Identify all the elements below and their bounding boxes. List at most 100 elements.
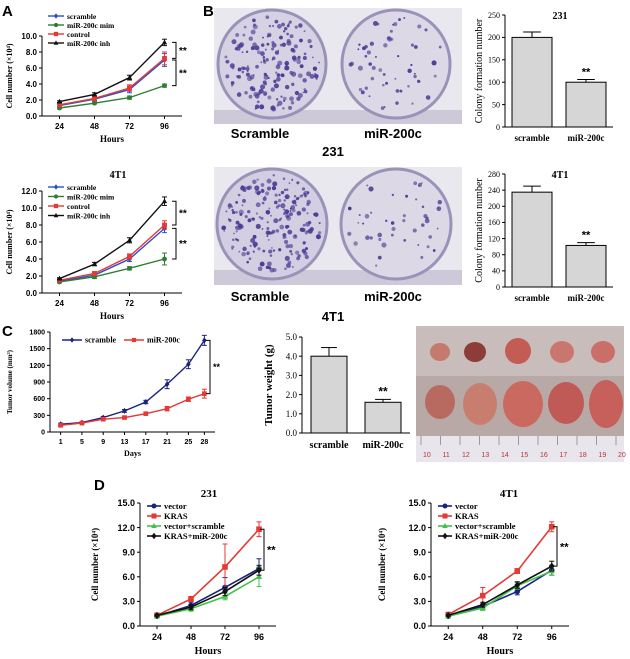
b2-scramble-colony	[259, 261, 265, 267]
b1-scramble-colony	[236, 92, 242, 97]
b2-scramble-colony	[233, 232, 235, 235]
b2-mir200c-colony	[437, 199, 442, 205]
b2-scramble-colony	[255, 212, 259, 215]
legend-marker	[151, 513, 157, 519]
data-point	[57, 102, 62, 108]
b1-scramble-colony	[299, 38, 303, 43]
b1-scramble-colony	[273, 79, 277, 84]
b1-scramble-colony	[252, 18, 256, 23]
b1-scramble-colony	[306, 71, 312, 77]
b1-scramble-colony	[264, 48, 267, 51]
b1-mir200c-colony	[395, 101, 399, 105]
b2-scramble-colony	[257, 247, 261, 251]
b2-scramble-colony	[279, 224, 285, 230]
b1-scramble-colony	[224, 55, 228, 59]
b2-scramble-colony	[272, 249, 276, 252]
b2-scramble-colony	[301, 194, 304, 197]
data-point	[479, 601, 486, 609]
x-tick-label: 48	[90, 122, 99, 131]
b1-mir200c-colony	[407, 68, 412, 73]
b1-mir200c-colony	[431, 60, 437, 66]
b1-scramble-colony	[288, 105, 292, 110]
b1-scramble-colony	[252, 23, 257, 27]
b1-mir200c-colony	[375, 55, 377, 58]
b1-scramble-colony	[303, 52, 307, 56]
x-tick-label: 24	[443, 632, 453, 642]
b2-scramble-colony	[270, 247, 273, 249]
y-axis-label: Cell number (×10⁴)	[5, 43, 14, 108]
b1-scramble-colony	[254, 107, 257, 110]
b1-scramble-colony	[284, 84, 290, 90]
b2-scramble-colony	[272, 181, 278, 187]
b2-scramble-colony	[296, 210, 302, 216]
b1-mir200c-colony	[372, 20, 378, 26]
data-point	[514, 581, 521, 589]
legend-marker	[53, 184, 59, 190]
b2-mir200c-colony	[420, 255, 424, 259]
b2-scramble-colony	[288, 243, 294, 249]
data-point	[127, 254, 132, 259]
y-tick-label: 0	[41, 429, 45, 436]
y-tick-label: 3.0	[286, 371, 298, 381]
chart-b1: 0 50 100 150 200 250 scramble miR-200c ** Colony …	[474, 11, 613, 143]
x-tick-label: 72	[512, 632, 522, 642]
b1-scramble-colony	[291, 49, 296, 53]
x-tick-label: 24	[55, 122, 64, 131]
b1-scramble-colony	[254, 93, 260, 99]
b2-scramble-colony	[286, 215, 290, 218]
b2-scramble-colony	[283, 188, 287, 192]
b2-scramble-colony	[262, 249, 266, 253]
ruler-number: 19	[599, 452, 607, 459]
x-axis-label: Hours	[487, 646, 514, 657]
y-tick-label: 4.0	[26, 80, 38, 89]
ruler-number: 10	[423, 452, 431, 459]
b1-mir200c-colony	[410, 43, 415, 47]
b2-scramble-colony	[307, 228, 313, 234]
b1-scramble-colony	[270, 105, 276, 111]
data-point	[79, 420, 85, 426]
data-point	[127, 95, 132, 100]
b2-mir200c-colony	[370, 211, 373, 214]
b1-mir200c-colony	[424, 28, 428, 32]
x-tick-label: 25	[184, 439, 192, 446]
b2-scramble-colony	[296, 256, 300, 261]
b1-scramble-colony	[279, 43, 283, 47]
chart-a2: 0.0 2.0 4.0 6.0 8.0 10.0 12.0 24 48 72 96 Hours Cell…	[5, 170, 187, 321]
legend-label: vector	[164, 501, 187, 511]
ruler-number: 12	[462, 452, 470, 459]
series-line	[60, 393, 205, 427]
colony-photo-231	[214, 8, 462, 124]
data-point	[162, 56, 167, 61]
y-tick-label: 8.0	[26, 221, 38, 230]
b1-scramble-colony	[302, 78, 307, 83]
b1-mir200c-colony	[383, 106, 386, 108]
b2-mir200c-colony	[420, 182, 423, 184]
data-point	[188, 603, 194, 611]
b2-scramble-colony	[278, 193, 281, 197]
b2-scramble-colony	[313, 212, 317, 216]
data-point	[186, 396, 191, 402]
b2-scramble-colony	[273, 218, 279, 224]
series-kras-mir-200c	[154, 564, 262, 619]
b1-scramble-colony	[291, 82, 295, 87]
b2-scramble-colony	[304, 247, 309, 251]
b1-scramble-colony	[311, 56, 314, 59]
significance-marker: **	[179, 68, 187, 79]
ruler-number: 13	[482, 452, 490, 459]
b2-mir200c-colony	[377, 255, 382, 260]
legend-label: scramble	[67, 12, 97, 21]
legend-marker	[151, 522, 157, 529]
b2-scramble-colony	[237, 193, 241, 197]
b2-scramble-colony	[235, 200, 239, 204]
b2-mir200c-colony	[391, 233, 394, 237]
legend-label: vector+scramble	[164, 521, 225, 531]
legend-label: miR-200c inh	[67, 211, 111, 220]
data-point	[56, 275, 63, 281]
photo-cell-line-4t1: 4T1	[322, 309, 344, 324]
b2-scramble-colony	[266, 234, 269, 238]
y-tick-label: 1500	[29, 346, 45, 353]
legend-marker	[53, 22, 59, 28]
legend-label: miR-200c inh	[67, 39, 111, 48]
tumor-top-2	[464, 342, 486, 362]
y-tick-label: 15.0	[117, 498, 135, 508]
